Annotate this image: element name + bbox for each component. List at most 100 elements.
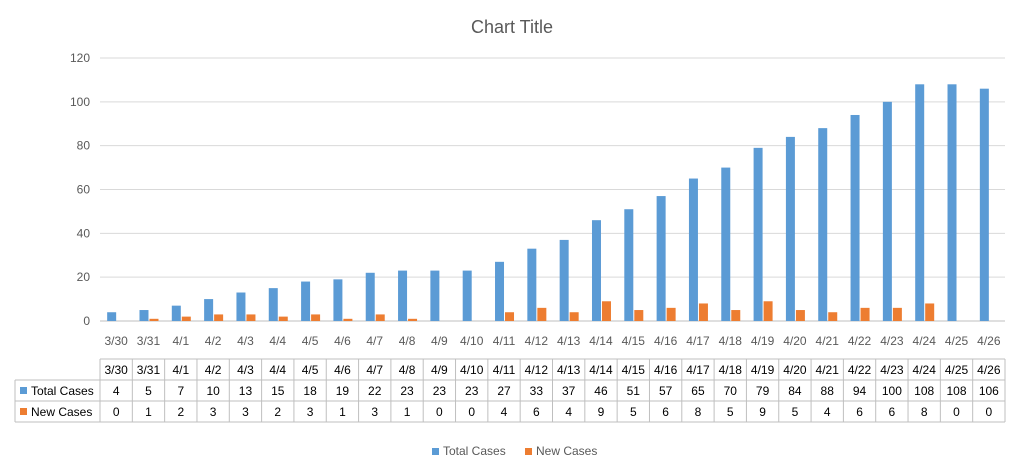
table-value-cell: 46	[594, 384, 608, 398]
bar-new-cases	[634, 310, 644, 321]
table-value-cell: 8	[921, 405, 928, 419]
x-tick-label: 4/3	[237, 334, 254, 348]
table-header-cell: 4/1	[172, 363, 189, 377]
bar-new-cases	[343, 318, 353, 321]
table-value-cell: 4	[824, 405, 831, 419]
x-tick-label: 4/15	[622, 334, 646, 348]
bar-total-cases	[139, 310, 149, 321]
table-header-cell: 4/20	[783, 363, 807, 377]
bar-total-cases	[850, 114, 860, 321]
table-value-cell: 84	[788, 384, 802, 398]
bar-new-cases	[763, 301, 773, 321]
table-value-cell: 9	[598, 405, 605, 419]
table-value-cell: 5	[630, 405, 637, 419]
x-tick-label: 4/26	[977, 334, 1001, 348]
table-value-cell: 7	[177, 384, 184, 398]
y-tick-label: 100	[70, 95, 90, 109]
bar-total-cases	[495, 261, 505, 321]
bar-new-cases	[731, 310, 741, 321]
table-value-cell: 23	[465, 384, 479, 398]
table-header-cell: 4/9	[431, 363, 448, 377]
x-tick-label: 4/17	[686, 334, 710, 348]
table-header-cell: 4/5	[302, 363, 319, 377]
bar-new-cases	[149, 318, 159, 321]
bar-new-cases	[601, 301, 611, 321]
bar-total-cases	[721, 167, 731, 321]
bar-new-cases	[311, 314, 321, 321]
table-header-cell: 4/6	[334, 363, 351, 377]
x-tick-label: 4/13	[557, 334, 581, 348]
x-tick-label: 4/7	[366, 334, 383, 348]
x-tick-label: 4/19	[751, 334, 775, 348]
table-value-cell: 18	[303, 384, 317, 398]
y-tick-label: 80	[77, 139, 91, 153]
table-value-cell: 3	[307, 405, 314, 419]
table-value-cell: 37	[562, 384, 576, 398]
bar-new-cases	[246, 314, 256, 321]
bar-total-cases	[171, 305, 181, 321]
x-tick-label: 4/24	[913, 334, 937, 348]
x-tick-label: 4/5	[302, 334, 319, 348]
table-header-cell: 4/21	[816, 363, 840, 377]
bar-total-cases	[656, 196, 666, 321]
bar-total-cases	[430, 270, 440, 321]
table-value-cell: 1	[339, 405, 346, 419]
table-header-cell: 4/25	[945, 363, 969, 377]
x-tick-label: 3/31	[137, 334, 161, 348]
table-value-cell: 79	[756, 384, 770, 398]
table-value-cell: 15	[271, 384, 285, 398]
legend-key-swatch	[20, 408, 27, 415]
chart-title: Chart Title	[471, 17, 553, 37]
y-tick-label: 60	[77, 183, 91, 197]
table-value-cell: 88	[821, 384, 835, 398]
table-value-cell: 6	[856, 405, 863, 419]
table-value-cell: 6	[662, 405, 669, 419]
table-value-cell: 0	[985, 405, 992, 419]
table-value-cell: 57	[659, 384, 673, 398]
table-value-cell: 70	[724, 384, 738, 398]
x-tick-label: 4/20	[783, 334, 807, 348]
table-header-cell: 4/14	[589, 363, 613, 377]
x-tick-label: 4/6	[334, 334, 351, 348]
bar-total-cases	[947, 84, 957, 321]
bar-new-cases	[408, 318, 418, 321]
bar-total-cases	[107, 312, 117, 321]
table-value-cell: 108	[947, 384, 967, 398]
table-value-cell: 33	[530, 384, 544, 398]
table-value-cell: 9	[759, 405, 766, 419]
table-value-cell: 3	[242, 405, 249, 419]
table-header-cell: 4/7	[366, 363, 383, 377]
table-value-cell: 3	[210, 405, 217, 419]
bar-new-cases	[181, 316, 191, 321]
bar-new-cases	[214, 314, 224, 321]
table-header-cell: 4/10	[460, 363, 484, 377]
table-value-cell: 3	[371, 405, 378, 419]
table-value-cell: 13	[239, 384, 253, 398]
bar-total-cases	[882, 101, 892, 321]
bar-new-cases	[278, 316, 288, 321]
table-header-cell: 4/11	[493, 363, 516, 377]
bar-total-cases	[624, 209, 634, 321]
table-value-cell: 4	[565, 405, 572, 419]
bar-total-cases	[236, 292, 246, 321]
table-header-cell: 4/2	[205, 363, 222, 377]
table-header-cell: 4/18	[719, 363, 743, 377]
table-header-cell: 4/3	[237, 363, 254, 377]
table-header-cell: 3/30	[104, 363, 128, 377]
legend-key-swatch	[20, 387, 27, 394]
bar-new-cases	[569, 312, 579, 321]
table-row-label: Total Cases	[31, 384, 94, 398]
bar-new-cases	[537, 307, 547, 321]
table-value-cell: 51	[627, 384, 641, 398]
y-tick-label: 0	[83, 314, 90, 328]
bar-new-cases	[925, 303, 935, 321]
y-axis: 0 20 40 60 80 100 120	[70, 51, 90, 328]
x-tick-label: 4/14	[589, 334, 613, 348]
legend-swatch-total-cases	[432, 448, 439, 455]
bar-new-cases	[795, 310, 805, 321]
x-tick-label: 4/12	[525, 334, 549, 348]
table-value-cell: 5	[792, 405, 799, 419]
table-header-cell: 4/23	[880, 363, 904, 377]
table-value-cell: 4	[501, 405, 508, 419]
